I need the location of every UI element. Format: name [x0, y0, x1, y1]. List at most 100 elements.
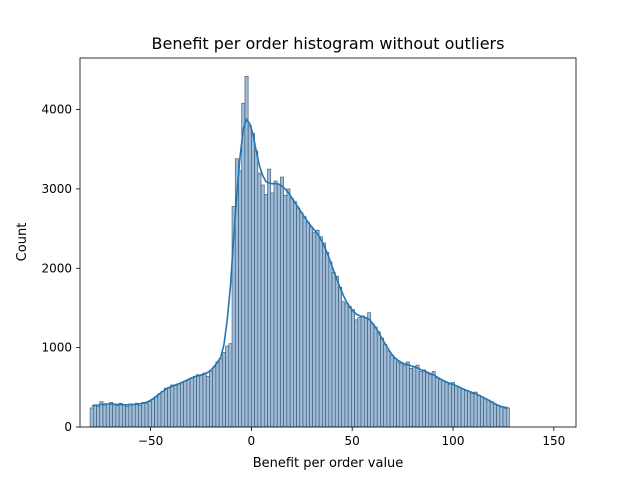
histogram-bars [89, 75, 510, 428]
histogram-bar [134, 402, 139, 428]
histogram-bar [189, 377, 194, 428]
histogram-bar [122, 404, 126, 428]
histogram-bar [422, 369, 426, 428]
histogram-bar [222, 352, 226, 428]
histogram-bar [351, 309, 355, 428]
histogram-bar [267, 168, 272, 428]
histogram-bar [405, 361, 410, 428]
histogram-bar [393, 358, 397, 428]
histogram-bar [496, 405, 501, 428]
histogram-bar [280, 176, 284, 428]
histogram-bar [386, 350, 391, 428]
histogram-bar [322, 242, 326, 428]
histogram-bar [480, 396, 484, 428]
histogram-bar [325, 252, 330, 428]
histogram-bar [273, 180, 278, 428]
histogram-bar [312, 232, 317, 428]
histogram-bar [257, 172, 262, 428]
histogram-bar [438, 379, 443, 428]
histogram-bar [428, 374, 433, 428]
y-tick-label: 4000 [41, 103, 72, 117]
histogram-bar [109, 402, 113, 428]
histogram-bar [370, 323, 375, 428]
plot-frame [79, 57, 577, 428]
histogram-bar [102, 405, 107, 428]
histogram-bar [409, 367, 413, 428]
histogram-bar [163, 387, 168, 428]
histogram-bar [412, 366, 417, 428]
histogram-bar [205, 375, 210, 428]
x-tick-label: 0 [248, 434, 256, 448]
histogram-bar [173, 385, 178, 428]
histogram-bar [296, 207, 301, 428]
histogram-bar [399, 363, 404, 428]
histogram-bar [354, 319, 359, 428]
histogram-bar [183, 380, 188, 428]
histogram-bar [241, 102, 246, 428]
histogram-bar [470, 393, 475, 428]
histogram-bar [309, 226, 313, 428]
histogram-bar [209, 371, 213, 428]
histogram-bar [225, 345, 230, 428]
histogram-bar [460, 388, 465, 428]
histogram-bar [260, 184, 265, 428]
histogram-bar [144, 402, 149, 428]
histogram-bar [193, 375, 197, 428]
histogram-bar [154, 396, 159, 428]
histogram-bar [151, 398, 155, 428]
histogram-bar [96, 406, 101, 428]
histogram-bar [315, 229, 320, 428]
histogram-bar [93, 404, 97, 428]
chart-title: Benefit per order histogram without outl… [152, 34, 505, 53]
histogram-bar [138, 405, 142, 428]
histogram-bar [115, 405, 120, 428]
histogram-bar [415, 364, 420, 428]
x-axis-label: Benefit per order value [253, 456, 404, 471]
histogram-bar [112, 404, 117, 428]
histogram-bar [467, 390, 472, 428]
histogram-bar [489, 401, 494, 428]
y-tick-label: 2000 [41, 261, 72, 275]
histogram-bar [451, 382, 455, 428]
histogram-bar [493, 403, 497, 428]
histogram-bar [499, 406, 504, 428]
y-tick-label: 3000 [41, 182, 72, 196]
histogram-bar [254, 150, 259, 428]
histogram-bar [157, 393, 162, 428]
histogram-bar [238, 170, 243, 428]
histogram-bar [457, 387, 462, 428]
histogram-bar [128, 403, 133, 428]
histogram-bar [125, 406, 130, 428]
histogram-bar [441, 380, 446, 428]
histogram-bar [473, 391, 478, 428]
histogram-bar [299, 212, 304, 428]
histogram-bar [383, 344, 388, 428]
histogram-bar [244, 75, 249, 428]
histogram-bar [160, 390, 165, 428]
histogram-bar [289, 198, 294, 428]
histogram-bar [167, 387, 172, 428]
histogram-bar [347, 306, 352, 428]
histogram-bar [118, 402, 123, 428]
histogram-bar [334, 275, 339, 428]
histogram-bar [344, 302, 349, 428]
histogram-bar [396, 361, 401, 428]
histogram-bar [293, 201, 297, 428]
histogram-bar [176, 383, 181, 428]
histogram-bar [389, 355, 394, 428]
histogram-bar [305, 221, 310, 428]
y-axis-ticks: 0 1000 2000 3000 4000 [41, 103, 80, 434]
histogram-bar [444, 382, 449, 428]
histogram-bar [338, 287, 343, 428]
x-tick-label: 150 [542, 434, 565, 448]
histogram-bar [212, 366, 217, 428]
histogram-bar [502, 408, 507, 428]
histogram-bar [270, 192, 275, 428]
histogram-bar [199, 375, 204, 428]
histogram-bar [341, 301, 346, 428]
y-tick-label: 0 [64, 420, 72, 434]
histogram-bar [328, 261, 333, 428]
histogram-bar [170, 384, 175, 428]
histogram-bar [367, 312, 372, 428]
